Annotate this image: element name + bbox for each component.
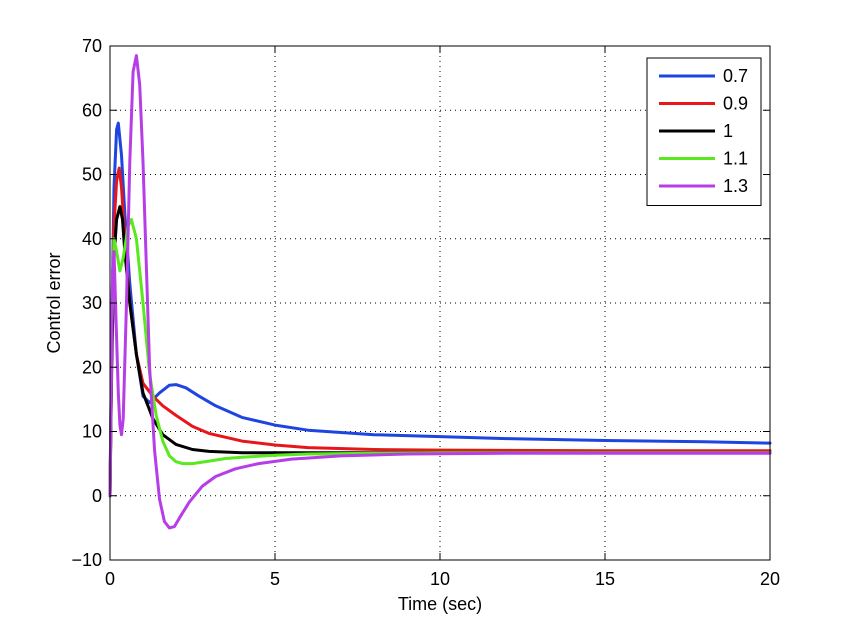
y-axis-label: Control error: [44, 252, 64, 353]
y-tick-label: 30: [82, 293, 102, 313]
y-tick-label: 70: [82, 36, 102, 56]
y-tick-label: 0: [92, 486, 102, 506]
x-tick-label: 15: [595, 569, 615, 589]
legend-label: 1.3: [723, 176, 748, 196]
y-tick-label: 20: [82, 357, 102, 377]
x-tick-label: 20: [760, 569, 780, 589]
legend-label: 0.7: [723, 66, 748, 86]
legend: 0.7 0.9 1 1.1 1.3: [646, 57, 762, 206]
y-tick-label: 10: [82, 422, 102, 442]
x-axis-label: Time (sec): [398, 594, 482, 614]
legend-label: 1.1: [723, 149, 748, 169]
y-tick-label: 60: [82, 100, 102, 120]
series-line-3: [108, 205, 772, 498]
legend-label: 1: [723, 121, 733, 141]
y-tick-label: 40: [82, 229, 102, 249]
series-line-2: [108, 166, 772, 498]
axis-ticks: [109, 45, 771, 561]
series-line-5: [108, 54, 772, 530]
x-tick-label: 5: [270, 569, 280, 589]
y-tick-label: −10: [71, 550, 102, 570]
x-tick-label: 10: [430, 569, 450, 589]
series-line-1: [108, 121, 772, 498]
y-tick-label: 50: [82, 165, 102, 185]
x-tick-label: 0: [105, 569, 115, 589]
legend-label: 0.9: [723, 94, 748, 114]
series-layer: [108, 54, 772, 530]
series-line-4: [108, 218, 772, 498]
